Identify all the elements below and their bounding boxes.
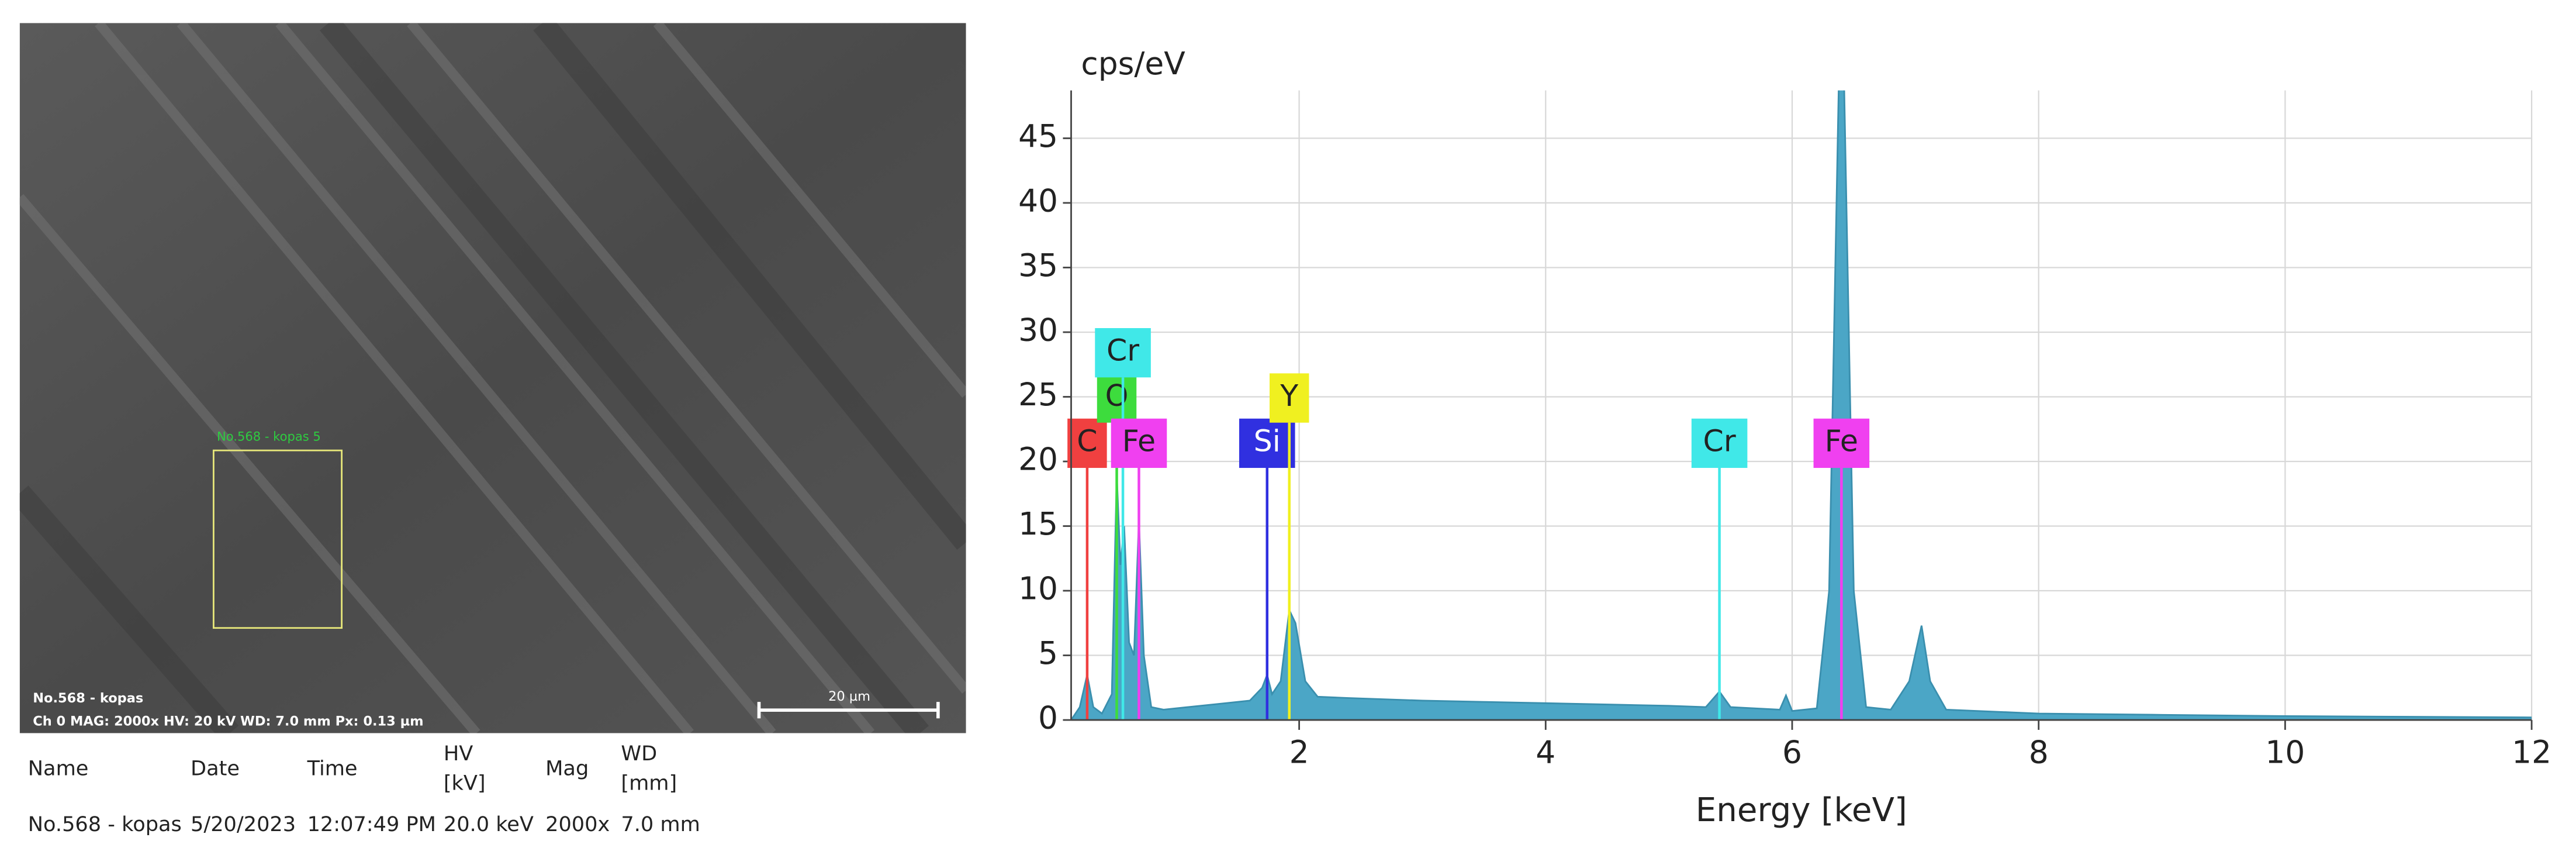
peak-label: Cr	[1107, 333, 1139, 368]
peak-label-box	[1097, 373, 1137, 423]
x-tick-label: 2	[1289, 734, 1309, 771]
y-tick-label: 35	[1018, 247, 1058, 284]
table-header-unit: [kV]	[444, 771, 486, 795]
chart: 0 5 10 15 20 25 30 35 40 45 2 4 6 8 10 12 CO Cr Fe Si Y Cr Fe c…	[1018, 45, 2551, 829]
table-cell: 20.0 keV	[444, 812, 534, 836]
table-header: Mag	[545, 756, 589, 780]
peak-label: Y	[1280, 378, 1298, 413]
peak-label: C	[1077, 423, 1097, 458]
region-label: No.568 - kopas 5	[217, 429, 321, 444]
peak-label-box	[1111, 418, 1167, 468]
x-axis-label: Energy [keV]	[1696, 791, 1907, 829]
y-tick-label: 15	[1018, 505, 1058, 542]
peak-label-box	[1813, 418, 1870, 468]
info-table: Name Date Time HV [kV] Mag WD [mm] No.568 - kopa…	[28, 742, 700, 836]
peak-label: Si	[1254, 423, 1281, 458]
table-cell: 2000x	[545, 812, 610, 836]
table-cell: No.568 - kopas	[28, 812, 182, 836]
table-header: Time	[307, 756, 358, 780]
peak-label: Fe	[1825, 423, 1858, 458]
peak-label: Fe	[1122, 423, 1156, 458]
x-tick-label: 8	[2029, 734, 2049, 771]
info-name: No.568 - kopas	[33, 691, 143, 706]
peak-label-box	[1691, 418, 1748, 468]
y-tick-label: 20	[1018, 441, 1058, 478]
table-header: HV	[444, 742, 473, 766]
plot-area	[1071, 90, 2532, 721]
y-tick-label: 30	[1018, 312, 1058, 349]
y-tick-label: 10	[1018, 570, 1058, 607]
y-tick-label: 5	[1038, 635, 1058, 671]
table-cell: 7.0 mm	[621, 812, 700, 836]
table-header: Name	[28, 756, 89, 780]
peak-label-box	[1095, 328, 1151, 378]
peak-label-box	[1269, 373, 1309, 423]
x-tick-label: 12	[2512, 734, 2551, 771]
x-tick-label: 10	[2265, 734, 2305, 771]
y-tick-label: 40	[1018, 182, 1058, 219]
sem-image: No.568 - kopas 5 No.568 - kopas Ch 0 MAG…	[19, 23, 966, 733]
scale-bar-label: 20 µm	[828, 689, 870, 704]
table-cell: 12:07:49 PM	[307, 812, 436, 836]
table-header-unit: [mm]	[621, 771, 677, 795]
peak-label: Cr	[1703, 423, 1736, 458]
y-axis-label: cps/eV	[1081, 45, 1185, 82]
x-tick-label: 6	[1782, 734, 1802, 771]
peak-label-box	[1239, 418, 1295, 468]
table-header: Date	[191, 756, 240, 780]
y-tick-label: 25	[1018, 376, 1058, 413]
info-line: Ch 0 MAG: 2000x HV: 20 kV WD: 7.0 mm Px:…	[33, 714, 423, 729]
peak-label-box	[1067, 418, 1107, 468]
x-tick-label: 4	[1536, 734, 1555, 771]
spectrum	[1071, 90, 2532, 721]
y-tick-label: 45	[1018, 118, 1058, 154]
table-cell: 5/20/2023	[191, 812, 296, 836]
y-tick-label: 0	[1038, 699, 1058, 736]
table-header: WD	[621, 742, 657, 766]
peak-label: O	[1105, 378, 1129, 413]
